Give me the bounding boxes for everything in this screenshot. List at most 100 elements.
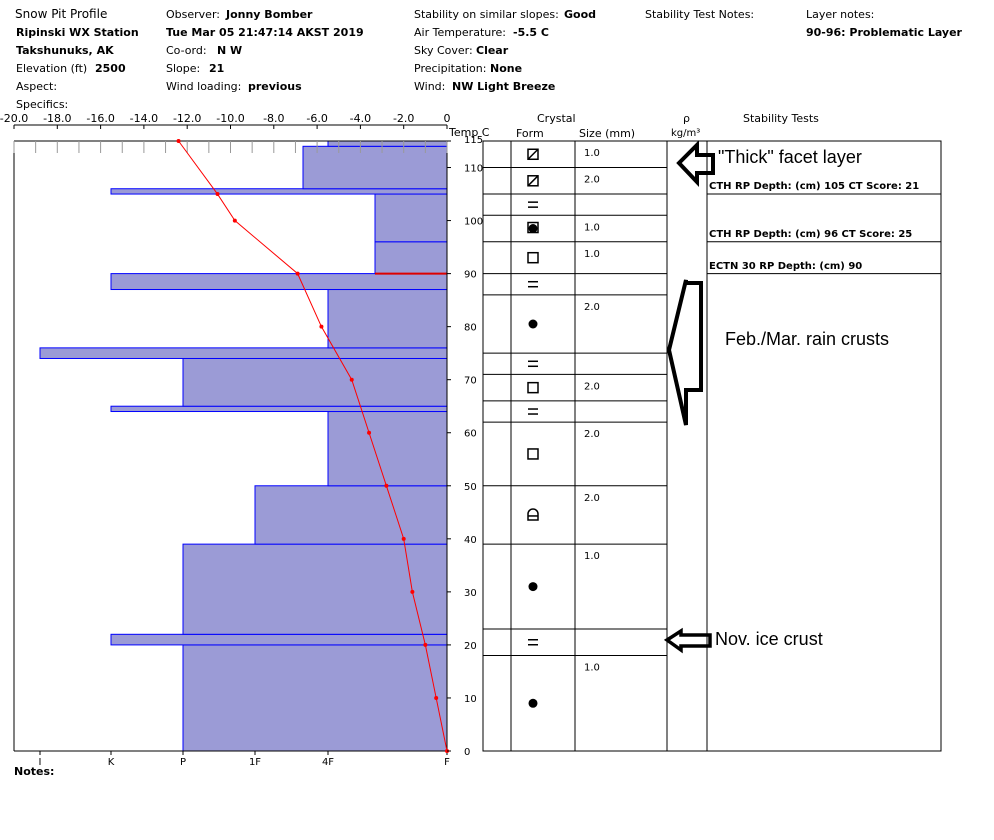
stability-test-result: CTH RP Depth: (cm) 105 CT Score: 21 xyxy=(709,181,920,193)
temp-tick-label: -14.0 xyxy=(130,112,158,125)
height-tick-label: 100 xyxy=(464,217,483,228)
height-tick-label: 115 xyxy=(464,135,483,146)
depth-hoar-icon xyxy=(527,508,539,521)
temperature-point xyxy=(349,377,354,382)
crystal-column-label: Crystal xyxy=(537,112,576,125)
crystal-size: 1.0 xyxy=(584,663,600,674)
hardness-tick-label: I xyxy=(39,757,42,768)
notes-label: Notes: xyxy=(14,765,55,778)
facets-icon xyxy=(527,381,539,394)
crystal-size: 1.0 xyxy=(584,551,600,562)
temperature-point xyxy=(410,589,415,594)
temp-tick-label: 0 xyxy=(444,112,451,125)
crystal-size: 2.0 xyxy=(584,493,600,504)
hardness-tick-label: F xyxy=(444,757,450,768)
crust-icon xyxy=(528,360,538,368)
height-tick-label: 0 xyxy=(464,747,470,758)
observer-value: Jonny Bomber xyxy=(226,8,313,21)
hardness-bar xyxy=(254,485,448,545)
hardness-tick-label: K xyxy=(108,757,115,768)
rain-crusts-annotation: Feb./Mar. rain crusts xyxy=(725,329,890,349)
crust-icon xyxy=(528,408,538,415)
sky-cover-label: Sky Cover: xyxy=(414,44,473,57)
elevation-value: 2500 xyxy=(95,62,126,75)
form-column-label: Form xyxy=(516,127,544,140)
hardness-bar xyxy=(110,188,448,195)
crust-icon xyxy=(528,639,538,646)
hardness-tick-label: 1F xyxy=(249,757,261,768)
layer-table-frame xyxy=(482,140,942,752)
coord-value: N W xyxy=(217,44,243,57)
crystal-size: 1.0 xyxy=(584,148,600,159)
hardness-bar xyxy=(182,644,448,752)
profile-title: Snow Pit Profile xyxy=(15,7,108,21)
hardness-tick-label: 4F xyxy=(322,757,334,768)
height-tick-label: 70 xyxy=(464,376,477,387)
temperature-point xyxy=(176,139,181,143)
temp-tick-label: -12.0 xyxy=(173,112,201,125)
observer-label: Observer: xyxy=(166,8,220,21)
precipitation-label: Precipitation: xyxy=(414,62,487,75)
thick-facet-arrow xyxy=(676,140,715,188)
hardness-bar xyxy=(182,357,448,407)
stability-value: Good xyxy=(564,8,597,21)
hardness-bar xyxy=(327,140,448,147)
slope-value: 21 xyxy=(209,62,225,75)
facets-icon xyxy=(527,448,539,460)
density-unit: kg/m³ xyxy=(671,128,701,139)
height-tick-label: 80 xyxy=(464,323,477,334)
hardness-bar xyxy=(374,193,448,243)
temperature-point xyxy=(215,192,220,197)
crystal-size: 1.0 xyxy=(584,249,600,260)
hardness-tick-label: P xyxy=(180,757,186,768)
slope-label: Slope: xyxy=(166,62,201,75)
hardness-bar xyxy=(110,405,448,413)
hardness-bar xyxy=(39,347,448,359)
hardness-bar xyxy=(110,273,448,291)
mixed-icon xyxy=(527,221,539,234)
height-tick-label: 10 xyxy=(464,694,477,705)
hardness-bar xyxy=(327,411,448,487)
ice-crust-arrow xyxy=(663,627,712,654)
crystal-size: 2.0 xyxy=(584,429,600,440)
stability-test-result: CTH RP Depth: (cm) 96 CT Score: 25 xyxy=(709,228,913,240)
hardness-bar xyxy=(374,241,448,275)
crystal-size: 1.0 xyxy=(584,222,600,233)
wind-loading-label: Wind loading: xyxy=(166,80,242,93)
temp-tick-label: -2.0 xyxy=(393,112,414,125)
stability-tests-column-label: Stability Tests xyxy=(743,112,819,125)
temperature-point xyxy=(434,695,439,700)
temp-tick-label: -16.0 xyxy=(86,112,114,125)
specifics-label: Specifics: xyxy=(16,98,69,111)
height-tick-label: 40 xyxy=(464,535,477,546)
temp-column-label: Temp C xyxy=(449,126,490,139)
observation-datetime: Tue Mar 05 21:47:14 AKST 2019 xyxy=(166,26,364,39)
temperature-point xyxy=(423,642,428,647)
wind-loading-value: previous xyxy=(248,80,302,93)
temperature-point xyxy=(401,536,406,541)
air-temp-label: Air Temperature: xyxy=(414,26,506,39)
rounds-icon xyxy=(528,698,538,708)
crystal-size: 2.0 xyxy=(584,175,600,186)
crystal-size: 2.0 xyxy=(584,302,600,313)
station-name: Ripinski WX Station xyxy=(16,26,139,39)
height-tick-label: 90 xyxy=(464,270,477,281)
hardness-bar xyxy=(110,633,448,646)
rounds-icon xyxy=(528,582,538,592)
wind-value: NW Light Breeze xyxy=(452,80,556,93)
station-location: Takshunuks, AK xyxy=(16,44,114,57)
wind-label: Wind: xyxy=(414,80,446,93)
hardness-bar xyxy=(327,289,448,349)
size-column-label: Size (mm) xyxy=(579,127,636,140)
sky-cover-value: Clear xyxy=(476,44,509,57)
crystal-size: 2.0 xyxy=(584,381,600,392)
facets-icon xyxy=(527,251,539,264)
layer-notes-label: Layer notes: xyxy=(806,8,875,21)
temp-tick-label: -20.0 xyxy=(0,112,28,125)
height-tick-label: 30 xyxy=(464,588,477,599)
density-symbol: ρ xyxy=(683,112,690,125)
stability-notes-label: Stability Test Notes: xyxy=(645,8,755,21)
stability-label: Stability on similar slopes: xyxy=(414,8,559,21)
height-tick-label: 20 xyxy=(464,641,477,652)
stability-test-result: ECTN 30 RP Depth: (cm) 90 xyxy=(709,260,863,272)
